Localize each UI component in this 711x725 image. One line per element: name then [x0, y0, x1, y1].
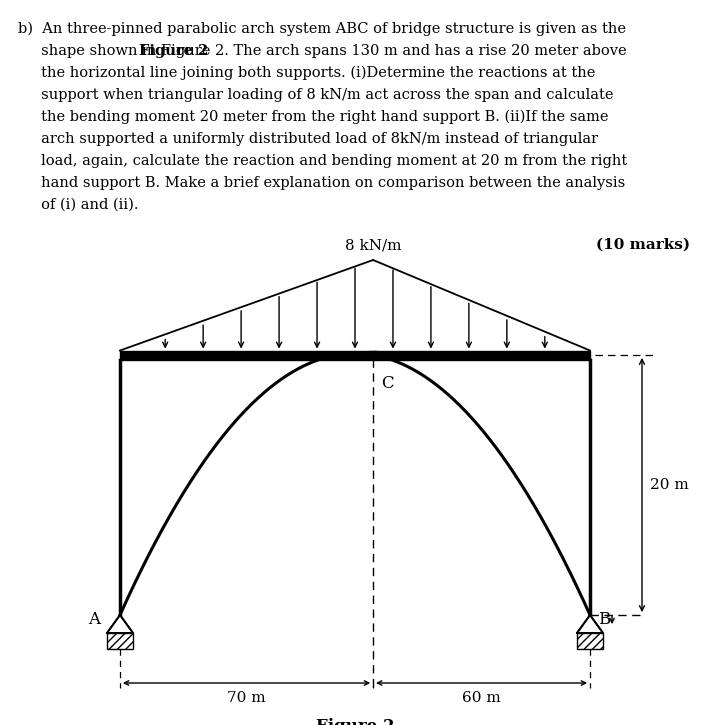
- Text: Figure 2: Figure 2: [139, 44, 208, 58]
- Bar: [577, 633, 603, 649]
- Text: load, again, calculate the reaction and bending moment at 20 m from the right: load, again, calculate the reaction and …: [18, 154, 627, 168]
- Polygon shape: [107, 615, 133, 633]
- Text: shape shown in Figure 2. The arch spans 130 m and has a rise 20 meter above: shape shown in Figure 2. The arch spans …: [18, 44, 626, 58]
- Polygon shape: [577, 615, 603, 633]
- Text: 70 m: 70 m: [228, 691, 266, 705]
- Text: Figure 2: Figure 2: [316, 718, 395, 725]
- Text: 60 m: 60 m: [462, 691, 501, 705]
- Text: 8 kN/m: 8 kN/m: [345, 238, 401, 252]
- Text: hand support B. Make a brief explanation on comparison between the analysis: hand support B. Make a brief explanation…: [18, 176, 625, 190]
- Text: arch supported a uniformly distributed load of 8kN/m instead of triangular: arch supported a uniformly distributed l…: [18, 132, 598, 146]
- Text: b)  An three-pinned parabolic arch system ABC of bridge structure is given as th: b) An three-pinned parabolic arch system…: [18, 22, 626, 36]
- Text: C: C: [381, 375, 394, 392]
- Text: of (i) and (ii).: of (i) and (ii).: [18, 198, 139, 212]
- Text: support when triangular loading of 8 kN/m act across the span and calculate: support when triangular loading of 8 kN/…: [18, 88, 614, 102]
- Text: A: A: [88, 610, 100, 628]
- Text: the horizontal line joining both supports. (i)Determine the reactions at the: the horizontal line joining both support…: [18, 66, 595, 80]
- Bar: [369, 351, 377, 359]
- Text: (10 marks): (10 marks): [596, 238, 690, 252]
- Text: B: B: [598, 610, 610, 628]
- Text: 20 m: 20 m: [650, 478, 689, 492]
- Bar: [120, 350, 590, 360]
- Text: the bending moment 20 meter from the right hand support B. (ii)If the same: the bending moment 20 meter from the rig…: [18, 110, 609, 125]
- Bar: [107, 633, 133, 649]
